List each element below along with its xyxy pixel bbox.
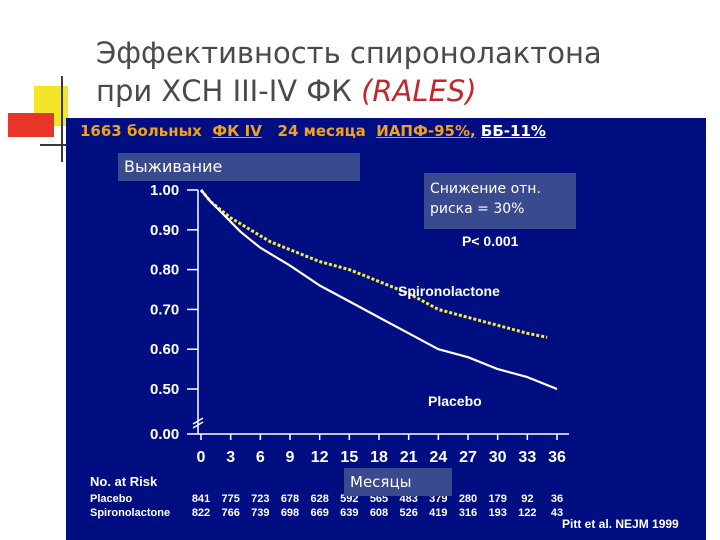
risk-table-row-label: Placebo xyxy=(90,493,132,505)
risk-line2: риска = 30% xyxy=(430,201,525,217)
title-text: при ХСН III-IV ФК xyxy=(96,74,362,108)
y-tick-label: 0.50 xyxy=(150,381,179,398)
y-tick-label: 0.80 xyxy=(150,262,179,279)
x-tick-label: 21 xyxy=(400,449,418,466)
x-tick-label: 3 xyxy=(226,449,235,466)
x-tick-label: 27 xyxy=(459,449,477,466)
risk-table-cell: 766 xyxy=(221,507,239,519)
risk-table-cell: 379 xyxy=(429,493,447,505)
y-tick-label: 0.60 xyxy=(150,341,179,358)
x-tick-label: 0 xyxy=(197,449,206,466)
risk-table-cell: 739 xyxy=(251,507,269,519)
risk-table-cell: 723 xyxy=(251,493,269,505)
risk-table-cell: 565 xyxy=(370,493,388,505)
risk-table-cell: 483 xyxy=(399,493,417,505)
risk-table-cell: 526 xyxy=(399,507,417,519)
x-tick-label: 30 xyxy=(489,449,507,466)
series-label-spironolactone: Spironolactone xyxy=(398,283,500,299)
risk-table-cell: 43 xyxy=(551,507,563,519)
risk-line1: Снижение отн. xyxy=(430,181,541,197)
risk-table-cell: 179 xyxy=(488,493,506,505)
y-tick-label: 0.00 xyxy=(150,426,179,443)
title-study: (RALES) xyxy=(361,74,477,108)
citation: Pitt et al. NEJM 1999 xyxy=(562,517,679,531)
subtitle-acei: ИАПФ-95%, xyxy=(376,122,476,140)
x-tick-label: 15 xyxy=(340,449,358,466)
risk-table-cell: 316 xyxy=(459,507,477,519)
deco-red-bar xyxy=(8,113,54,137)
survival-label: Выживание xyxy=(118,153,360,181)
risk-table-cell: 608 xyxy=(370,507,388,519)
deco-horizontal-line xyxy=(40,144,70,146)
risk-table-cell: 678 xyxy=(281,493,299,505)
risk-table-cell: 822 xyxy=(192,507,210,519)
series-label-placebo: Placebo xyxy=(428,393,482,409)
risk-table-cell: 193 xyxy=(488,507,506,519)
subtitle-bb: ББ-11% xyxy=(480,122,546,140)
risk-table-row-label: Spironolactone xyxy=(90,507,170,519)
risk-table-cell: 841 xyxy=(192,493,210,505)
x-tick-label: 33 xyxy=(518,449,536,466)
risk-table-cell: 669 xyxy=(310,507,328,519)
survival-chart: 1.000.900.800.700.600.500.000 3 6 9 12 15 18 21… xyxy=(90,182,679,531)
risk-table-cell: 92 xyxy=(521,493,533,505)
months-label: Месяцы xyxy=(344,468,452,496)
page-title-line2: при ХСН III-IV ФК (RALES) xyxy=(96,74,477,108)
risk-table-cell: 628 xyxy=(310,493,328,505)
risk-table-cell: 36 xyxy=(551,493,563,505)
subtitle-class: ФК IV xyxy=(212,122,262,140)
risk-table-title: No. at Risk xyxy=(90,474,158,489)
x-tick-label: 24 xyxy=(429,449,447,466)
x-tick-label: 12 xyxy=(311,449,329,466)
risk-table-cell: 592 xyxy=(340,493,358,505)
p-value: P< 0.001 xyxy=(462,233,519,249)
page-title: Эффективность спиронолактона xyxy=(96,36,602,70)
risk-table-cell: 775 xyxy=(221,493,239,505)
risk-reduction-box: Снижение отн. риска = 30% xyxy=(424,173,576,229)
y-tick-label: 0.90 xyxy=(150,222,179,239)
axis-break-mark xyxy=(192,417,204,425)
x-tick-label: 9 xyxy=(286,449,295,466)
risk-table-cell: 639 xyxy=(340,507,358,519)
subtitle: 1663 больных ФК IV 24 месяца ИАПФ-95%, Б… xyxy=(80,122,546,140)
subtitle-duration: 24 месяца xyxy=(277,122,366,140)
y-tick-label: 1.00 xyxy=(150,182,179,199)
x-tick-label: 6 xyxy=(256,449,265,466)
subtitle-patients: 1663 больных xyxy=(80,122,202,140)
axis-break-mark xyxy=(192,421,204,429)
risk-table-cell: 419 xyxy=(429,507,447,519)
risk-table-cell: 280 xyxy=(459,493,477,505)
risk-table-cell: 698 xyxy=(281,507,299,519)
risk-table-cell: 122 xyxy=(518,507,536,519)
x-tick-label: 18 xyxy=(370,449,388,466)
x-tick-label: 36 xyxy=(548,449,566,466)
series-line-placebo xyxy=(200,189,558,391)
y-tick-label: 0.70 xyxy=(150,301,179,318)
deco-vertical-line xyxy=(61,76,63,162)
